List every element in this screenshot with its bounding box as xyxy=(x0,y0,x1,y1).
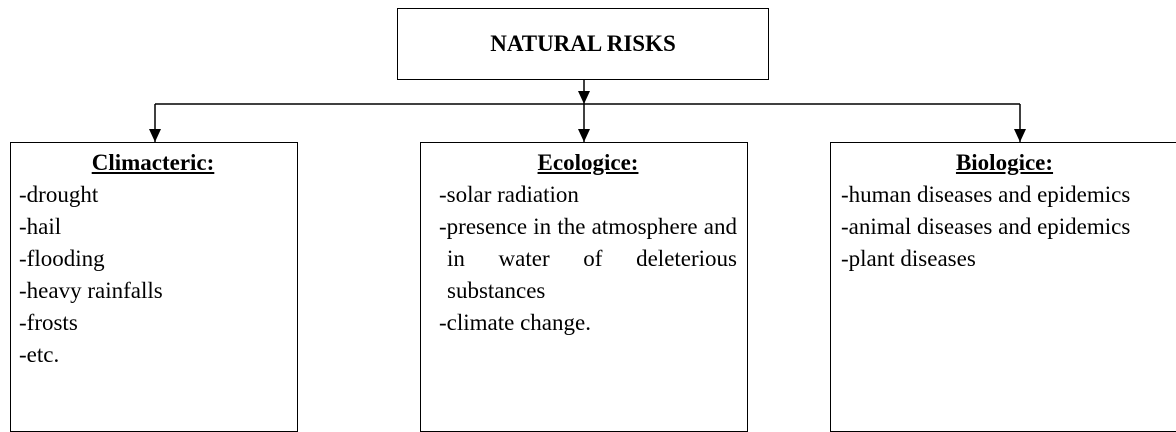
category-item: -heavy rainfalls xyxy=(19,278,163,303)
arrowhead xyxy=(578,91,590,104)
category-item: -animal diseases and epidemics xyxy=(841,214,1131,239)
category-item: -human diseases and epidemics xyxy=(841,182,1131,207)
category-box: Biologice: -human diseases and epidemics -… xyxy=(830,142,1176,432)
arrowhead xyxy=(578,129,590,142)
category-item: -frosts xyxy=(19,310,78,335)
category-heading: Ecologice: xyxy=(537,150,639,175)
category-item: -hail xyxy=(19,214,62,239)
page: {"title": "NATURAL RISKS", "boxes": [ {"… xyxy=(10,8,1176,432)
category-heading: Climacteric: xyxy=(91,150,215,175)
category-item: -flooding xyxy=(19,246,105,271)
category-item: -plant diseases xyxy=(841,246,976,271)
root-node: NATURAL RISKS xyxy=(397,8,769,80)
category-item: -drought xyxy=(19,182,99,207)
arrowhead xyxy=(1014,129,1026,142)
category-item: -presence in the atmosphere and in water… xyxy=(439,214,737,303)
category-box: Ecologice: -solar radiation -presence in t… xyxy=(420,142,748,432)
category-heading: Biologice: xyxy=(955,150,1054,175)
category-item: -climate change. xyxy=(439,310,591,335)
arrowhead xyxy=(149,129,161,142)
category-box: Climacteric: -drought -hail -flooding -heavy… xyxy=(10,142,298,432)
category-item: -solar radiation xyxy=(439,182,579,207)
category-item: -etc. xyxy=(19,342,60,367)
connectors xyxy=(149,80,1026,142)
